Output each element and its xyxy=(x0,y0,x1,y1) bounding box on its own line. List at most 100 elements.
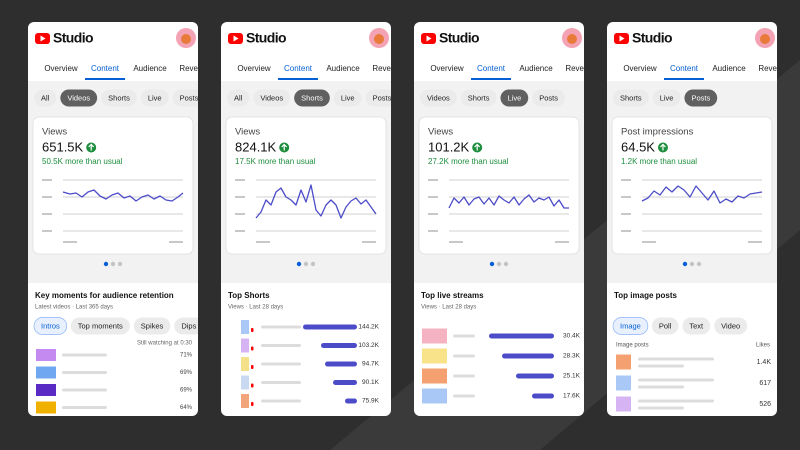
chip[interactable] xyxy=(34,89,57,107)
chip-label[interactable]: Videos xyxy=(67,93,90,102)
chip-label[interactable]: Videos xyxy=(427,93,450,102)
tab[interactable]: Overview xyxy=(237,64,271,73)
axis-placeholder xyxy=(621,230,631,232)
tab[interactable]: Overview xyxy=(623,64,657,73)
chip-label[interactable]: Live xyxy=(660,93,674,102)
tab[interactable]: Overview xyxy=(44,64,78,73)
chip-label[interactable]: Shorts xyxy=(468,93,490,102)
tab[interactable]: Content xyxy=(284,64,313,73)
chip[interactable] xyxy=(652,89,681,107)
chip-label[interactable]: Shorts xyxy=(620,93,642,102)
chip[interactable] xyxy=(227,89,250,107)
tab[interactable]: Content xyxy=(670,64,699,73)
up-arrow xyxy=(88,143,95,151)
text-placeholder xyxy=(638,399,714,403)
card xyxy=(225,116,387,255)
chip[interactable] xyxy=(460,89,497,107)
chip-label[interactable]: Text xyxy=(689,321,704,330)
chip[interactable] xyxy=(174,317,203,335)
chip[interactable] xyxy=(714,317,748,335)
chip[interactable] xyxy=(140,89,169,107)
metric-label: Likes xyxy=(756,343,770,349)
chip-label[interactable]: Poll xyxy=(659,321,672,330)
chip[interactable] xyxy=(70,317,130,335)
page-dot xyxy=(303,261,309,267)
axis-placeholder xyxy=(169,241,183,243)
row-value: 28.3K xyxy=(563,353,581,360)
bar xyxy=(303,324,357,330)
chip-label[interactable]: All xyxy=(41,93,50,102)
row-value: 71% xyxy=(180,353,193,359)
chip[interactable] xyxy=(253,89,291,107)
shorts-icon xyxy=(251,383,254,388)
chip[interactable] xyxy=(612,317,649,335)
chip[interactable] xyxy=(60,89,98,107)
card-value: 64.5K xyxy=(621,139,655,154)
chip-label[interactable]: Posts xyxy=(539,93,558,102)
tab[interactable]: Rever xyxy=(372,64,394,73)
tab[interactable]: Overview xyxy=(430,64,464,73)
chip[interactable] xyxy=(33,317,68,335)
chip-label[interactable]: Posts xyxy=(691,93,710,102)
tab[interactable]: Audience xyxy=(712,64,746,73)
chip[interactable] xyxy=(420,89,457,107)
chip[interactable] xyxy=(365,89,399,107)
chip[interactable] xyxy=(684,89,718,107)
card-value: 101.2K xyxy=(428,139,470,154)
chip-label[interactable]: Live xyxy=(148,93,162,102)
row-value: 17.6K xyxy=(563,393,581,400)
chip-label[interactable]: Image xyxy=(620,321,641,330)
axis-placeholder xyxy=(449,241,463,243)
chip[interactable] xyxy=(682,317,711,335)
chip-label[interactable]: Intros xyxy=(41,321,60,330)
chip-label[interactable]: Live xyxy=(341,93,355,102)
chip-label[interactable]: Shorts xyxy=(108,93,130,102)
chip[interactable] xyxy=(101,89,137,107)
chip-label[interactable]: Posts xyxy=(373,93,392,102)
avatar-face xyxy=(181,34,191,44)
chip[interactable] xyxy=(613,89,649,107)
bar xyxy=(333,380,357,385)
chip[interactable] xyxy=(133,317,171,335)
tab[interactable]: Rever xyxy=(758,64,780,73)
chip[interactable] xyxy=(532,89,566,107)
axis-placeholder xyxy=(621,179,631,181)
tab[interactable]: Audience xyxy=(326,64,360,73)
chip[interactable] xyxy=(172,89,206,107)
row-value: 75.9K xyxy=(362,398,380,405)
chip-label[interactable]: Shorts xyxy=(301,93,323,102)
tab[interactable]: Content xyxy=(91,64,120,73)
tab[interactable]: Audience xyxy=(519,64,553,73)
chip-label[interactable]: Live xyxy=(507,93,521,102)
chip-label[interactable]: Spikes xyxy=(141,321,164,330)
axis-placeholder xyxy=(256,241,270,243)
chip-label[interactable]: Dips xyxy=(181,321,196,330)
chip-label[interactable]: Top moments xyxy=(78,321,123,330)
avatar-face xyxy=(760,34,770,44)
page-dot xyxy=(489,261,495,267)
row-value: 69% xyxy=(180,388,193,394)
tab[interactable]: Audience xyxy=(133,64,167,73)
shorts-icon xyxy=(251,402,254,406)
axis-placeholder xyxy=(42,196,52,198)
chip-label[interactable]: Posts xyxy=(180,93,199,102)
section-subtitle: Views · Last 28 days xyxy=(228,305,283,311)
chip[interactable] xyxy=(294,89,330,107)
avatar-face xyxy=(374,34,384,44)
chip-label[interactable]: Videos xyxy=(260,93,283,102)
tab-underline xyxy=(664,78,704,80)
card-value: 824.1K xyxy=(235,139,277,154)
tab[interactable]: Rever xyxy=(565,64,587,73)
chip[interactable] xyxy=(500,89,529,107)
shorts-icon xyxy=(251,328,254,332)
chip-label[interactable]: Video xyxy=(721,321,740,330)
chip[interactable] xyxy=(333,89,362,107)
tab[interactable]: Rever xyxy=(179,64,201,73)
tab[interactable]: Content xyxy=(477,64,506,73)
chip-label[interactable]: All xyxy=(234,93,243,102)
phone-panel: Studio Overview Content Audience Rever Videos… xyxy=(414,22,587,416)
row-value: 94.7K xyxy=(362,361,380,368)
chip[interactable] xyxy=(651,317,679,335)
axis-placeholder xyxy=(235,230,245,232)
thumbnail xyxy=(241,357,249,371)
